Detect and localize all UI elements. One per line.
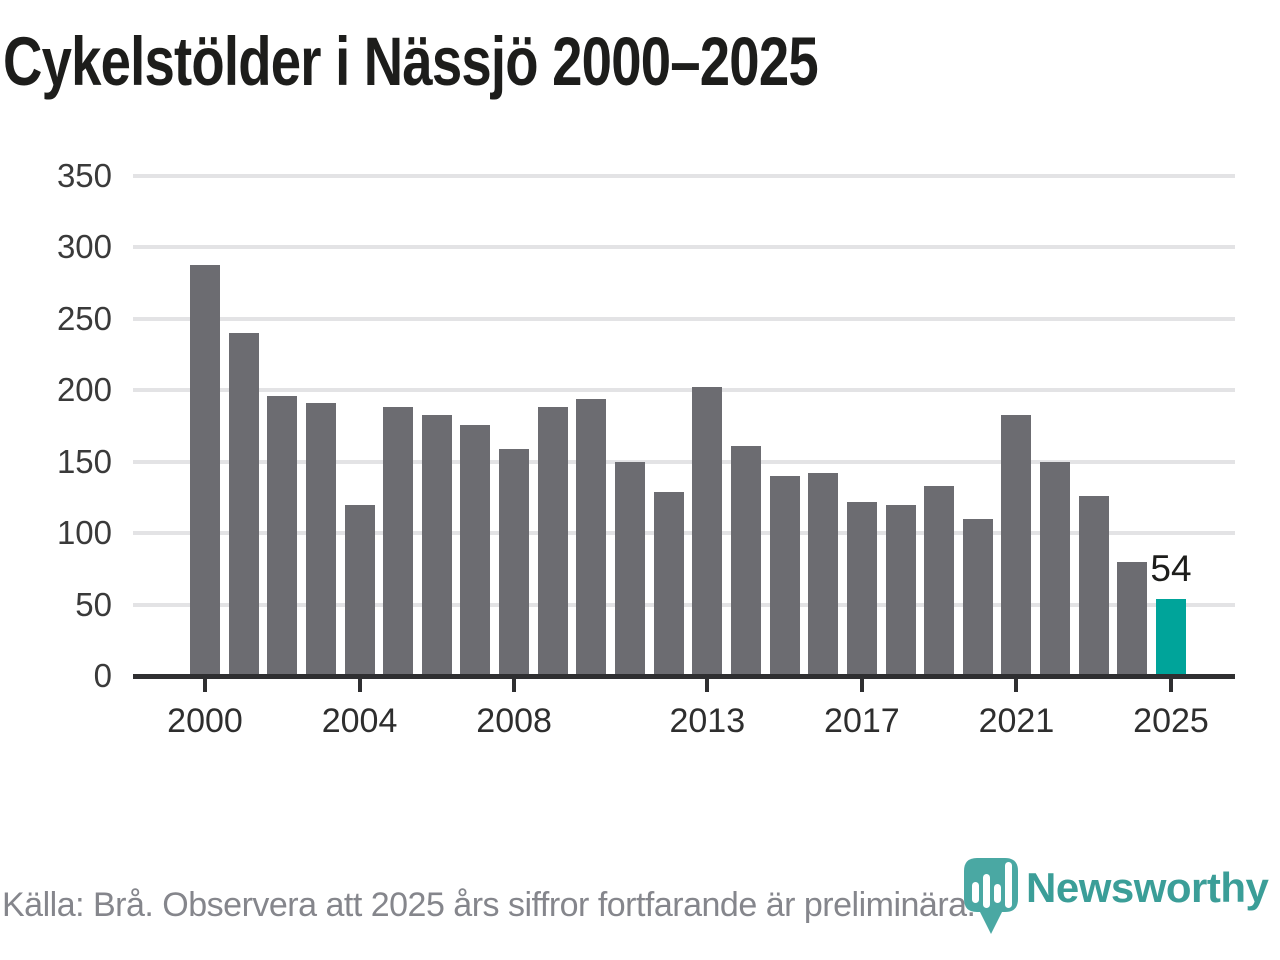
y-axis-label-350: 350 xyxy=(56,157,112,194)
x-axis-tick-2000 xyxy=(203,679,207,692)
bar-2009 xyxy=(537,407,568,676)
x-axis-tick-2013 xyxy=(705,679,710,692)
bar-2017 xyxy=(846,501,877,676)
value-annotation-2025: 54 xyxy=(1150,547,1192,589)
bar-2011 xyxy=(615,461,646,676)
bar-2018 xyxy=(885,504,916,676)
bar-2000 xyxy=(190,264,220,676)
newsworthy-pin-icon xyxy=(964,858,1018,934)
bar-2023 xyxy=(1078,496,1109,676)
gridline-300 xyxy=(133,245,1235,250)
gridline-100 xyxy=(133,531,1235,536)
x-axis-tick-2025 xyxy=(1169,679,1173,692)
bar-2003 xyxy=(305,403,336,676)
bar-2014 xyxy=(730,446,761,676)
bar-2013 xyxy=(692,387,723,676)
newsworthy-logo xyxy=(962,856,1020,940)
bar-2002 xyxy=(267,396,298,676)
source-note: Källa: Brå. Observera att 2025 års siffr… xyxy=(2,886,976,924)
gridline-50 xyxy=(133,602,1235,607)
x-axis-label-2004: 2004 xyxy=(321,702,398,740)
bar-2001 xyxy=(228,333,259,676)
bar-2015 xyxy=(769,476,800,676)
y-axis-label-100: 100 xyxy=(56,514,112,552)
y-axis-label-200: 200 xyxy=(56,371,112,409)
x-axis-label-2025: 2025 xyxy=(1133,702,1209,740)
x-axis-label-2017: 2017 xyxy=(824,702,900,740)
x-axis-label-2021: 2021 xyxy=(978,702,1055,740)
bar-2016 xyxy=(808,473,839,676)
y-axis-label-300: 300 xyxy=(56,228,112,266)
bar-2024 xyxy=(1117,561,1148,676)
bar-2008 xyxy=(499,448,530,676)
bar-2021 xyxy=(1001,414,1032,676)
x-axis-tick-2004 xyxy=(357,679,362,692)
y-axis-label-250: 250 xyxy=(56,299,112,337)
bar-2022 xyxy=(1040,461,1071,676)
bar-2006 xyxy=(421,414,452,676)
x-axis-tick-2017 xyxy=(859,679,864,692)
x-axis-label-2013: 2013 xyxy=(669,702,746,740)
y-axis-label-50: 50 xyxy=(75,585,112,623)
bar-2025 xyxy=(1156,598,1186,676)
x-axis-tick-2021 xyxy=(1014,679,1019,692)
bar-2005 xyxy=(383,407,414,676)
bar-2020 xyxy=(962,518,993,676)
bar-2019 xyxy=(924,486,955,676)
chart-title: Cykelstölder i Nässjö 2000–2025 xyxy=(3,23,819,100)
bar-2012 xyxy=(653,491,684,676)
x-axis-label-2000: 2000 xyxy=(167,702,243,740)
bar-2004 xyxy=(344,504,375,676)
newsworthy-wordmark: Newsworthy xyxy=(1026,864,1269,911)
bar-2007 xyxy=(460,424,491,676)
y-axis-label-0: 0 xyxy=(93,657,112,694)
y-axis-label-150: 150 xyxy=(56,442,112,480)
x-axis-label-2008: 2008 xyxy=(476,702,552,740)
gridline-200 xyxy=(133,388,1235,393)
x-axis-tick-2008 xyxy=(512,679,517,692)
gridline-150 xyxy=(133,459,1235,464)
bar-2010 xyxy=(576,398,607,676)
gridline-250 xyxy=(133,316,1235,321)
x-axis-baseline xyxy=(133,674,1235,679)
gridline-350 xyxy=(133,174,1235,178)
